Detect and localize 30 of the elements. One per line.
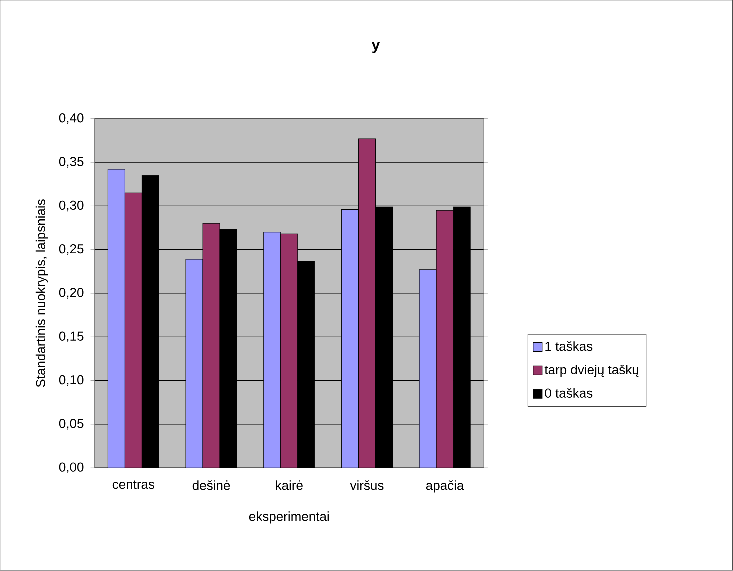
x-axis-title: eksperimentai	[249, 512, 329, 524]
y-tick-label: 0,20	[59, 288, 84, 299]
legend-label: tarp dviejų taškų	[544, 365, 639, 378]
x-tick-label: apačia	[426, 480, 464, 493]
bar	[124, 192, 142, 468]
x-tick-label: kairė	[276, 480, 303, 490]
y-tick-label: 0,00	[59, 462, 84, 474]
y-tick-label: 0,35	[59, 157, 84, 168]
y-tick-label: 0,40	[59, 114, 84, 124]
x-tick-label: centras	[112, 480, 155, 490]
bar	[108, 169, 126, 468]
bar	[202, 223, 220, 468]
y-tick-label: 0,30	[59, 200, 84, 212]
y-tick-label: 0,15	[59, 332, 84, 343]
y-tick-label: 0,10	[59, 375, 84, 386]
bar	[419, 270, 437, 468]
y-axis-title: Standartinis nuokrypis, laipsniais	[36, 200, 48, 388]
bar	[436, 210, 454, 468]
bar	[264, 232, 282, 468]
x-tick-label: dešinė	[192, 480, 230, 490]
bar	[358, 138, 376, 468]
chart-title: y	[372, 42, 380, 54]
bar	[186, 259, 204, 468]
legend-label: 1 taškas	[546, 342, 593, 352]
y-tick-label: 0,05	[59, 419, 84, 430]
x-tick-label: viršus	[350, 480, 384, 490]
bar	[341, 209, 359, 468]
y-tick-label: 0,25	[59, 244, 84, 256]
bar	[280, 234, 298, 468]
legend-label: 0 taškas	[545, 388, 593, 398]
